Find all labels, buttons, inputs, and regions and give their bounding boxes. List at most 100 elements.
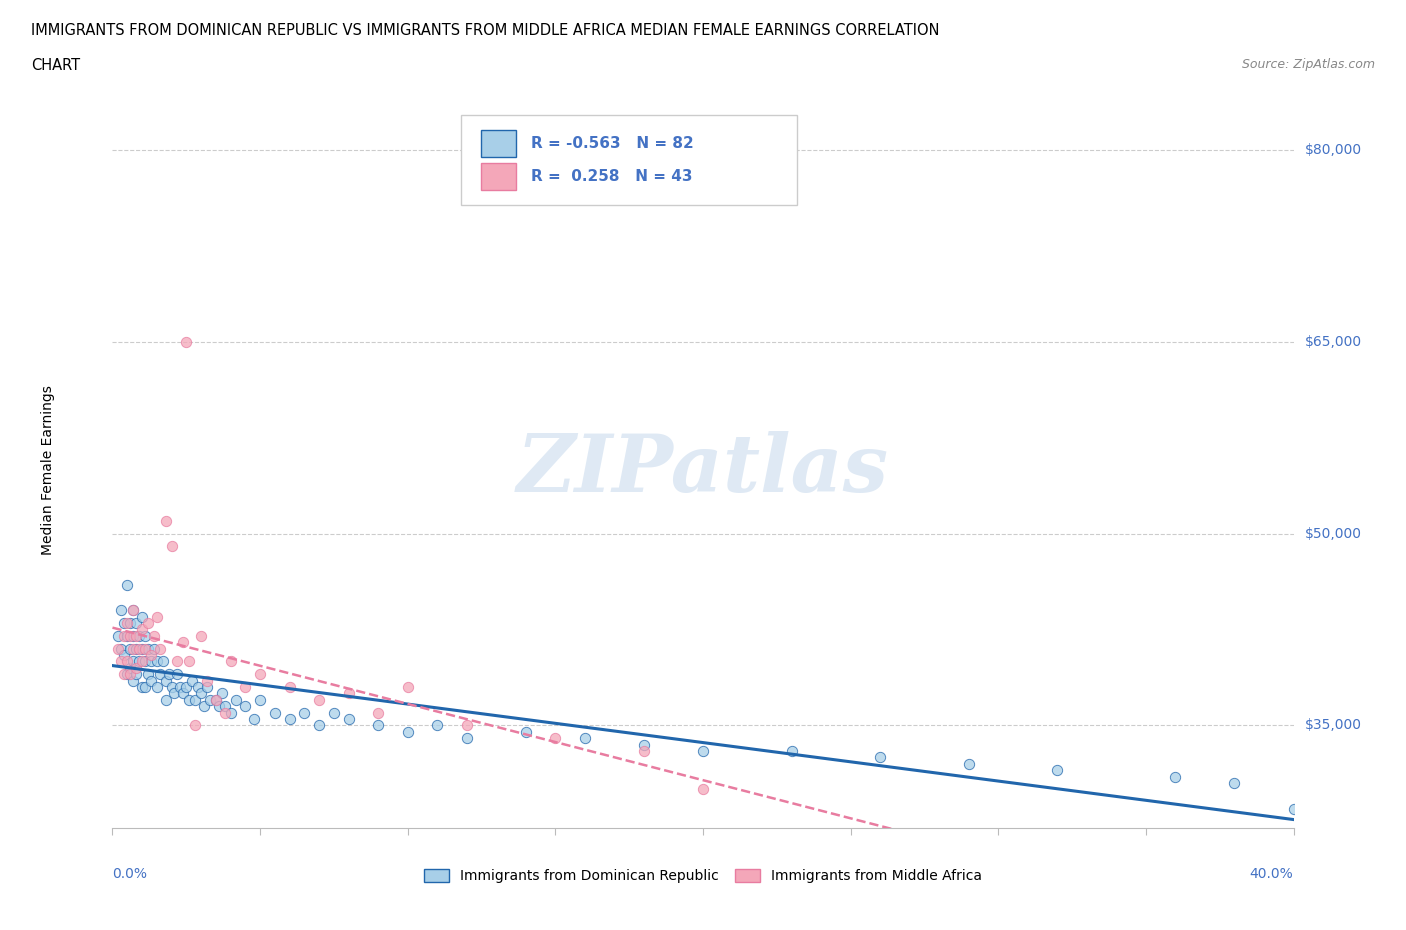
- Point: [149, 667, 172, 682]
- Point: [155, 692, 177, 707]
- Point: [190, 629, 212, 644]
- Point: [134, 642, 156, 657]
- Point: [131, 680, 153, 695]
- Point: [211, 686, 233, 701]
- Text: R = -0.563   N = 82: R = -0.563 N = 82: [530, 136, 693, 151]
- Point: [208, 698, 231, 713]
- Point: [233, 698, 256, 713]
- FancyBboxPatch shape: [481, 129, 516, 157]
- Point: [139, 654, 162, 669]
- Point: [122, 673, 145, 688]
- Text: $35,000: $35,000: [1305, 718, 1361, 733]
- Point: [396, 680, 419, 695]
- Point: [957, 756, 980, 771]
- Point: [155, 513, 177, 528]
- Point: [249, 692, 271, 707]
- Point: [264, 705, 287, 720]
- Point: [278, 680, 301, 695]
- Point: [692, 744, 714, 759]
- Point: [146, 609, 169, 624]
- Point: [219, 705, 242, 720]
- Point: [166, 667, 188, 682]
- Point: [323, 705, 346, 720]
- Point: [120, 667, 142, 682]
- Point: [131, 654, 153, 669]
- Text: 40.0%: 40.0%: [1250, 867, 1294, 881]
- Point: [117, 654, 138, 669]
- Point: [107, 629, 129, 644]
- Point: [780, 744, 803, 759]
- Point: [367, 705, 389, 720]
- Point: [190, 686, 212, 701]
- Text: R =  0.258   N = 43: R = 0.258 N = 43: [530, 169, 692, 184]
- Point: [179, 692, 201, 707]
- Point: [128, 642, 150, 657]
- Point: [122, 603, 145, 618]
- Text: IMMIGRANTS FROM DOMINICAN REPUBLIC VS IMMIGRANTS FROM MIDDLE AFRICA MEDIAN FEMAL: IMMIGRANTS FROM DOMINICAN REPUBLIC VS IM…: [31, 23, 939, 38]
- Point: [142, 629, 165, 644]
- Point: [205, 692, 228, 707]
- Point: [120, 660, 142, 675]
- Point: [456, 731, 478, 746]
- Point: [125, 642, 148, 657]
- Point: [120, 629, 142, 644]
- Point: [308, 718, 330, 733]
- Point: [112, 616, 135, 631]
- Point: [160, 538, 183, 553]
- Text: $65,000: $65,000: [1305, 335, 1362, 349]
- Point: [633, 744, 655, 759]
- Text: Median Female Earnings: Median Female Earnings: [41, 385, 55, 554]
- Point: [187, 680, 209, 695]
- Point: [128, 654, 150, 669]
- Point: [367, 718, 389, 733]
- Point: [1282, 801, 1305, 816]
- Point: [198, 692, 221, 707]
- Point: [169, 680, 191, 695]
- Point: [131, 622, 153, 637]
- Text: $80,000: $80,000: [1305, 143, 1362, 157]
- Point: [131, 609, 153, 624]
- Point: [172, 686, 194, 701]
- Point: [160, 680, 183, 695]
- Text: Source: ZipAtlas.com: Source: ZipAtlas.com: [1241, 58, 1375, 71]
- Text: CHART: CHART: [31, 58, 80, 73]
- Point: [166, 654, 188, 669]
- Point: [243, 711, 266, 726]
- Point: [174, 334, 197, 349]
- Point: [869, 750, 891, 764]
- Point: [112, 667, 135, 682]
- Point: [308, 692, 330, 707]
- Point: [110, 603, 132, 618]
- Point: [128, 629, 150, 644]
- Point: [146, 654, 169, 669]
- Point: [337, 686, 360, 701]
- Point: [544, 731, 567, 746]
- FancyBboxPatch shape: [461, 115, 797, 205]
- Point: [193, 698, 215, 713]
- Point: [184, 692, 207, 707]
- Point: [107, 642, 129, 657]
- Point: [122, 603, 145, 618]
- Point: [574, 731, 596, 746]
- Text: $50,000: $50,000: [1305, 526, 1361, 540]
- Point: [110, 642, 132, 657]
- Point: [515, 724, 537, 739]
- Point: [155, 673, 177, 688]
- Point: [163, 686, 186, 701]
- Point: [117, 667, 138, 682]
- Point: [139, 647, 162, 662]
- Point: [184, 718, 207, 733]
- Point: [146, 680, 169, 695]
- FancyBboxPatch shape: [481, 163, 516, 191]
- Point: [149, 642, 172, 657]
- Text: 0.0%: 0.0%: [112, 867, 148, 881]
- Point: [456, 718, 478, 733]
- Point: [692, 782, 714, 797]
- Point: [214, 698, 236, 713]
- Point: [125, 660, 148, 675]
- Point: [125, 667, 148, 682]
- Point: [134, 680, 156, 695]
- Point: [122, 629, 145, 644]
- Point: [125, 616, 148, 631]
- Point: [195, 680, 218, 695]
